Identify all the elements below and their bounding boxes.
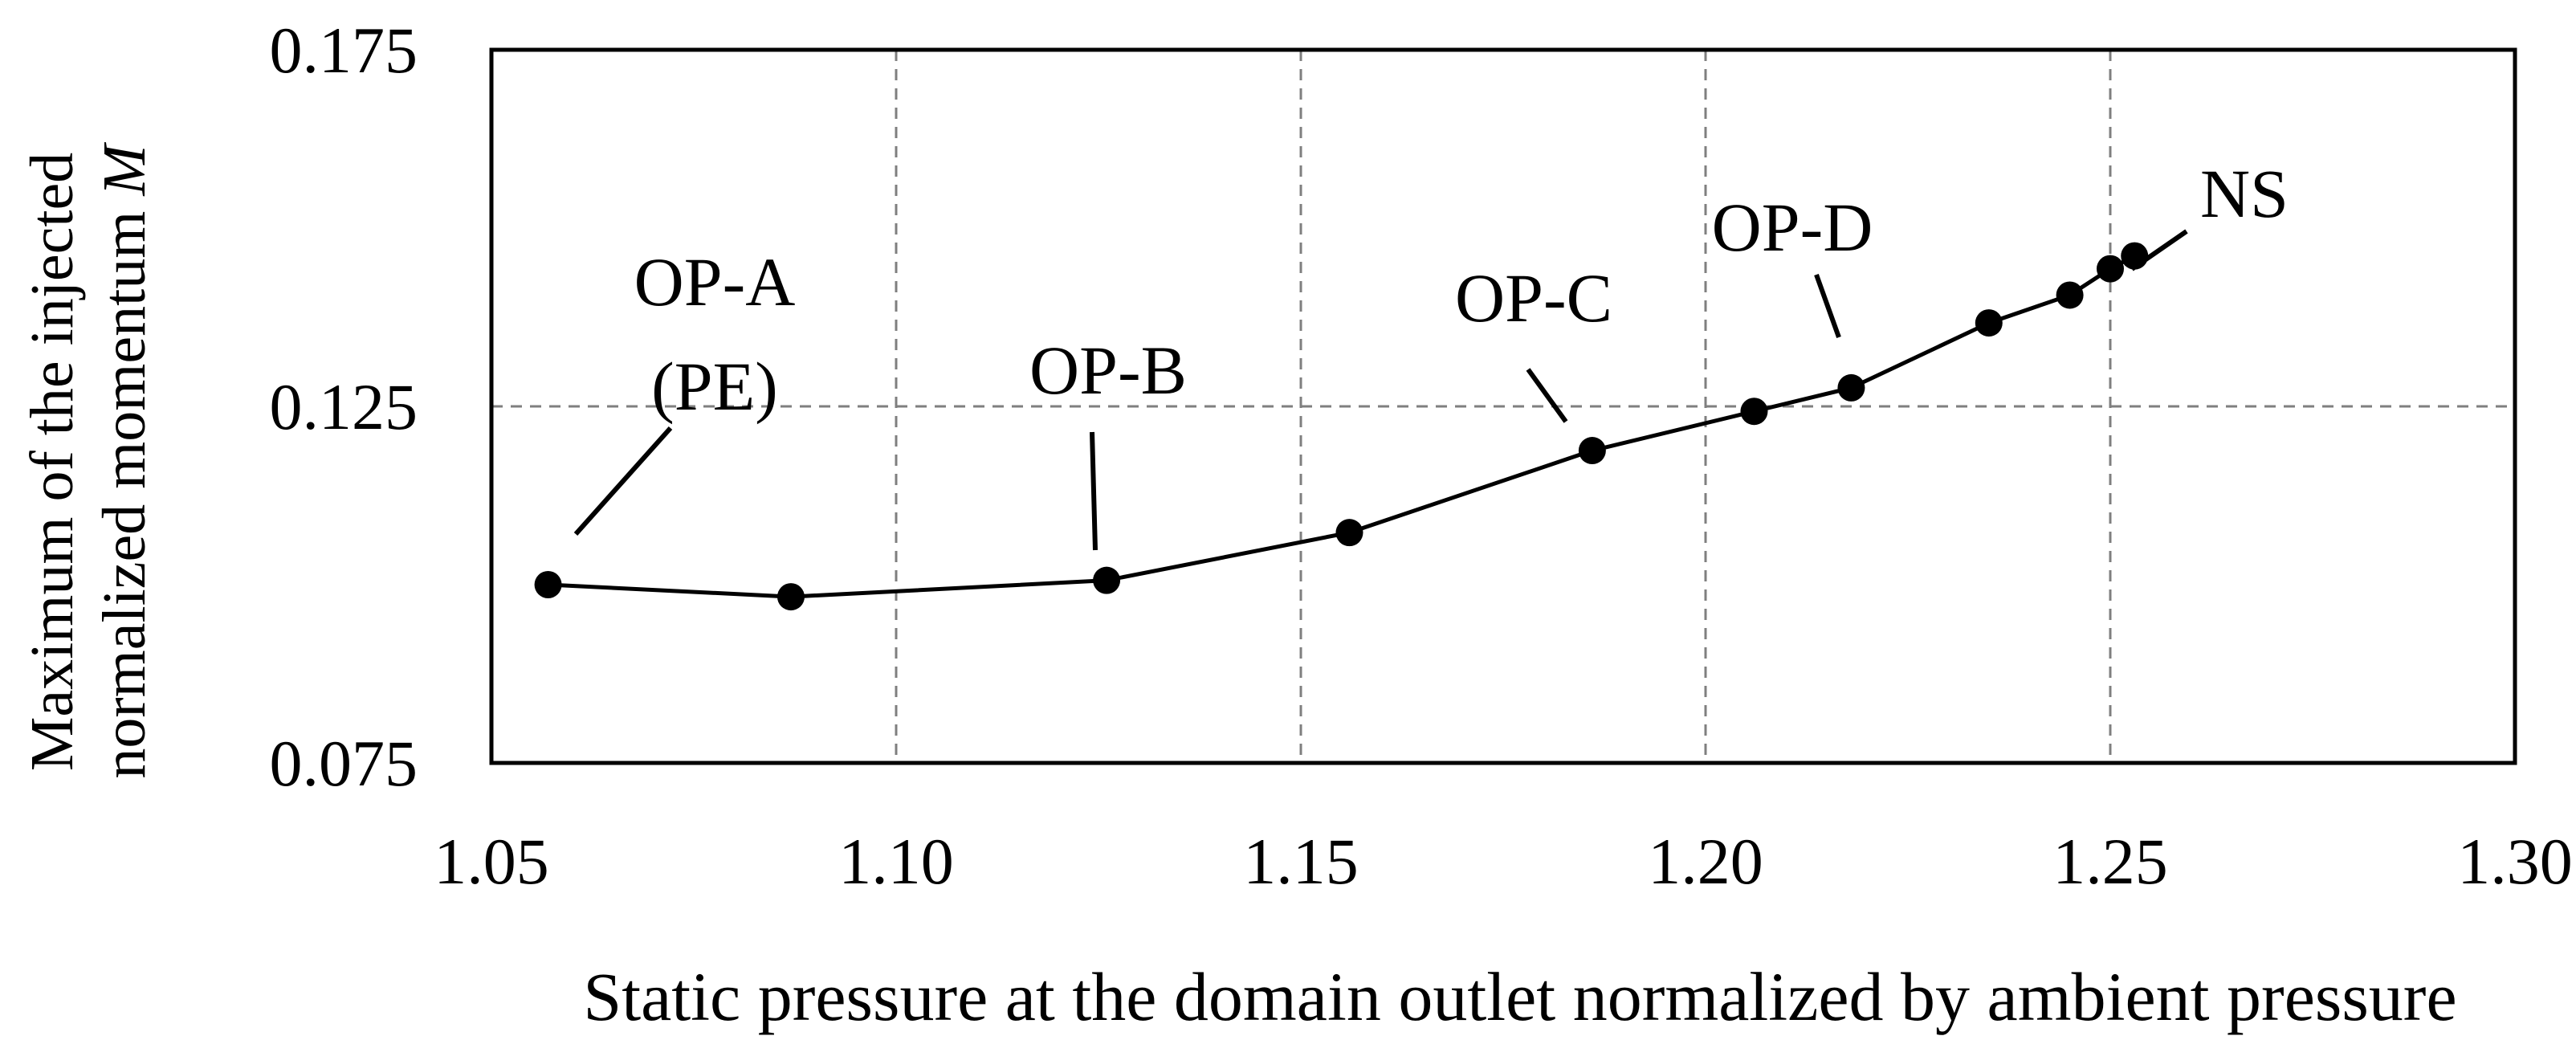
annotation-leader <box>1526 368 1568 423</box>
x-tick-label: 1.05 <box>434 825 549 898</box>
data-point <box>2056 281 2084 309</box>
data-point <box>1335 519 1363 547</box>
y-axis-label-line-2: normalized momentum M <box>91 142 158 779</box>
annotation-label: NS <box>2200 155 2289 232</box>
grid-lines <box>491 50 2515 763</box>
annotation-leader <box>1090 431 1098 551</box>
plot-area-frame <box>489 47 2517 765</box>
x-axis-tick-labels: 1.05 1.10 1.15 1.20 1.25 1.30 <box>434 825 2573 898</box>
data-point <box>1740 398 1768 426</box>
data-point <box>1975 309 2003 337</box>
y-axis-tick-labels: 0.075 0.125 0.175 <box>270 14 418 800</box>
x-tick-label: 1.25 <box>2052 825 2168 898</box>
annotation-leader <box>1814 273 1841 339</box>
annotation-label: (PE) <box>651 348 778 425</box>
data-point <box>2121 242 2149 270</box>
y-tick-label: 0.125 <box>270 370 418 443</box>
annotation-label: OP-D <box>1712 189 1873 266</box>
y-tick-label: 0.075 <box>270 727 418 800</box>
x-tick-label: 1.20 <box>1648 825 1763 898</box>
y-tick-label: 0.175 <box>270 14 418 87</box>
x-tick-label: 1.10 <box>838 825 954 898</box>
annotation-label: OP-A <box>634 243 796 320</box>
annotation-leader-lines <box>573 229 2188 551</box>
data-points <box>534 242 2149 611</box>
annotation-leader <box>573 426 673 536</box>
y-axis-label-line-1: Maximum of the injected <box>18 153 86 771</box>
y-axis-label-symbol: M <box>91 142 158 197</box>
data-point <box>1578 437 1606 465</box>
point-annotations: OP-A (PE) OP-B OP-C OP-D NS <box>634 155 2289 425</box>
data-point <box>1837 373 1865 402</box>
y-axis-label-text: normalized momentum <box>91 196 158 779</box>
data-point <box>776 583 805 611</box>
data-point <box>1093 566 1121 594</box>
x-tick-label: 1.15 <box>1243 825 1359 898</box>
x-tick-label: 1.30 <box>2457 825 2573 898</box>
data-point <box>2097 255 2124 283</box>
annotation-label: OP-C <box>1455 259 1612 336</box>
annotation-label: OP-B <box>1029 332 1187 409</box>
data-point <box>534 571 562 598</box>
x-axis-label: Static pressure at the domain outlet nor… <box>583 958 2456 1035</box>
